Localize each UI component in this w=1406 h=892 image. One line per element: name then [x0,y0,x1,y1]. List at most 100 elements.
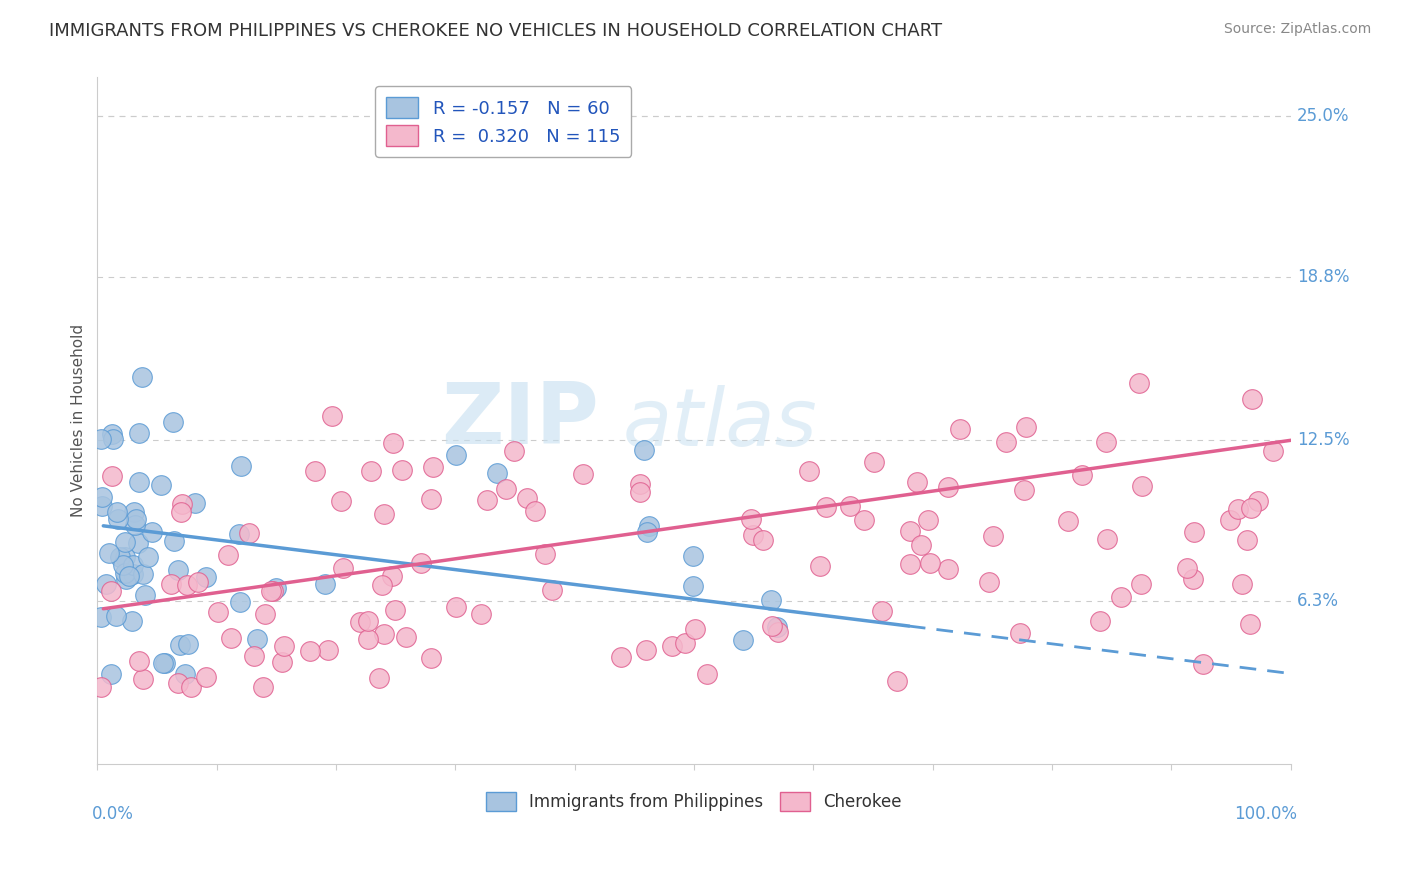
Point [132,567,155,582]
Point [173,666,195,681]
Point [1219,513,1241,527]
Point [637,519,659,533]
Point [853,513,876,527]
Point [316,643,339,657]
Point [298,644,321,658]
Point [1128,376,1150,390]
Point [329,494,352,508]
Point [124,518,146,533]
Point [1015,420,1038,434]
Point [381,568,404,582]
Text: 25.0%: 25.0% [1296,107,1350,125]
Point [422,459,444,474]
Point [170,497,193,511]
Point [1095,533,1118,547]
Point [1230,577,1253,591]
Point [766,619,789,633]
Point [194,570,217,584]
Point [90,610,112,624]
Point [766,625,789,640]
Point [886,674,908,689]
Point [839,499,862,513]
Point [917,513,939,527]
Point [1240,392,1263,407]
Point [1182,524,1205,539]
Point [373,627,395,641]
Point [152,656,174,670]
Point [373,507,395,521]
Point [495,483,517,497]
Point [411,556,433,570]
Point [610,649,633,664]
Point [742,528,765,542]
Point [114,550,136,565]
Point [661,640,683,654]
Point [1008,626,1031,640]
Point [1181,572,1204,586]
Point [180,680,202,694]
Point [105,505,128,519]
Point [382,435,405,450]
Text: 12.5%: 12.5% [1296,432,1350,450]
Point [187,575,209,590]
Point [696,667,718,681]
Point [108,550,131,565]
Point [246,632,269,646]
Point [357,632,380,646]
Point [100,584,122,599]
Point [1070,468,1092,483]
Point [90,490,112,504]
Text: 6.3%: 6.3% [1296,592,1339,610]
Point [524,504,547,518]
Point [90,680,112,694]
Text: 0.0%: 0.0% [91,805,134,823]
Point [367,671,389,685]
Point [229,458,252,473]
Point [105,608,128,623]
Point [486,467,509,481]
Point [167,676,190,690]
Point [314,577,336,591]
Point [121,615,143,629]
Point [799,464,821,478]
Point [949,422,972,436]
Point [731,632,754,647]
Point [981,529,1004,543]
Point [533,548,555,562]
Point [304,464,326,478]
Point [264,581,287,595]
Point [994,434,1017,449]
Point [516,491,538,506]
Point [1236,533,1258,547]
Point [808,559,831,574]
Point [572,467,595,481]
Point [118,569,141,583]
Point [94,577,117,591]
Point [170,505,193,519]
Point [384,603,406,617]
Point [870,604,893,618]
Point [444,599,467,614]
Point [1130,479,1153,493]
Legend: Immigrants from Philippines, Cherokee: Immigrants from Philippines, Cherokee [479,785,908,818]
Point [1191,657,1213,671]
Text: atlas: atlas [623,385,817,463]
Point [673,635,696,649]
Point [683,622,706,636]
Text: Source: ZipAtlas.com: Source: ZipAtlas.com [1223,22,1371,37]
Point [1226,501,1249,516]
Point [228,527,250,541]
Point [1088,614,1111,628]
Point [122,505,145,519]
Point [122,567,145,582]
Point [100,427,122,442]
Point [112,558,135,572]
Y-axis label: No Vehicles in Household: No Vehicles in Household [72,325,86,517]
Point [1094,435,1116,450]
Point [238,526,260,541]
Point [194,670,217,684]
Point [349,615,371,630]
Point [761,619,783,633]
Point [254,607,277,621]
Point [101,432,124,446]
